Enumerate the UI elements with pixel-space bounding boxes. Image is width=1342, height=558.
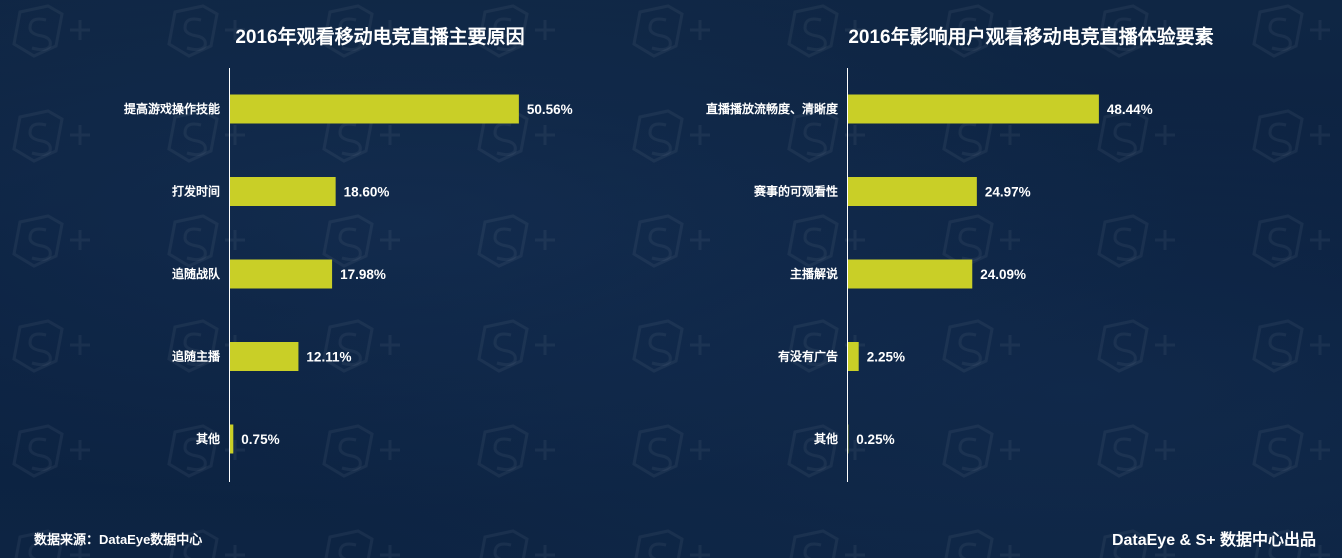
bar	[229, 259, 333, 289]
value-label: 48.44%	[1107, 102, 1153, 117]
bar	[847, 94, 1099, 124]
bar	[229, 424, 234, 454]
bar	[847, 259, 973, 289]
category-label: 追随战队	[172, 266, 221, 281]
bar	[229, 94, 519, 124]
credit-note: DataEye & S+ 数据中心出品	[1111, 532, 1316, 549]
value-label: 0.75%	[241, 432, 279, 447]
category-label: 有没有广告	[778, 349, 838, 364]
chart-title: 2016年观看移动电竞直播主要原因	[235, 25, 524, 48]
category-label: 追随主播	[172, 349, 221, 364]
value-label: 17.98%	[340, 267, 386, 282]
value-label: 12.11%	[306, 350, 351, 365]
category-label: 赛事的可观看性	[753, 184, 838, 199]
value-label: 18.60%	[344, 185, 390, 200]
category-label: 主播解说	[790, 266, 838, 281]
value-label: 0.25%	[856, 432, 894, 447]
value-label: 2.25%	[867, 350, 905, 365]
data-source-note: 数据来源：DataEye数据中心	[34, 532, 203, 547]
category-label: 打发时间	[172, 184, 220, 199]
bar	[229, 342, 299, 371]
value-label: 24.09%	[980, 267, 1026, 282]
category-label: 提高游戏操作技能	[124, 101, 220, 116]
bar	[229, 177, 336, 206]
value-label: 24.97%	[985, 185, 1031, 200]
chart-title: 2016年影响用户观看移动电竞直播体验要素	[848, 25, 1213, 48]
value-label: 50.56%	[527, 102, 573, 117]
bar	[847, 342, 859, 371]
category-label: 直播播放流畅度、清晰度	[706, 101, 839, 116]
category-label: 其他	[814, 431, 838, 446]
bar	[847, 177, 977, 206]
category-label: 其他	[196, 431, 220, 446]
